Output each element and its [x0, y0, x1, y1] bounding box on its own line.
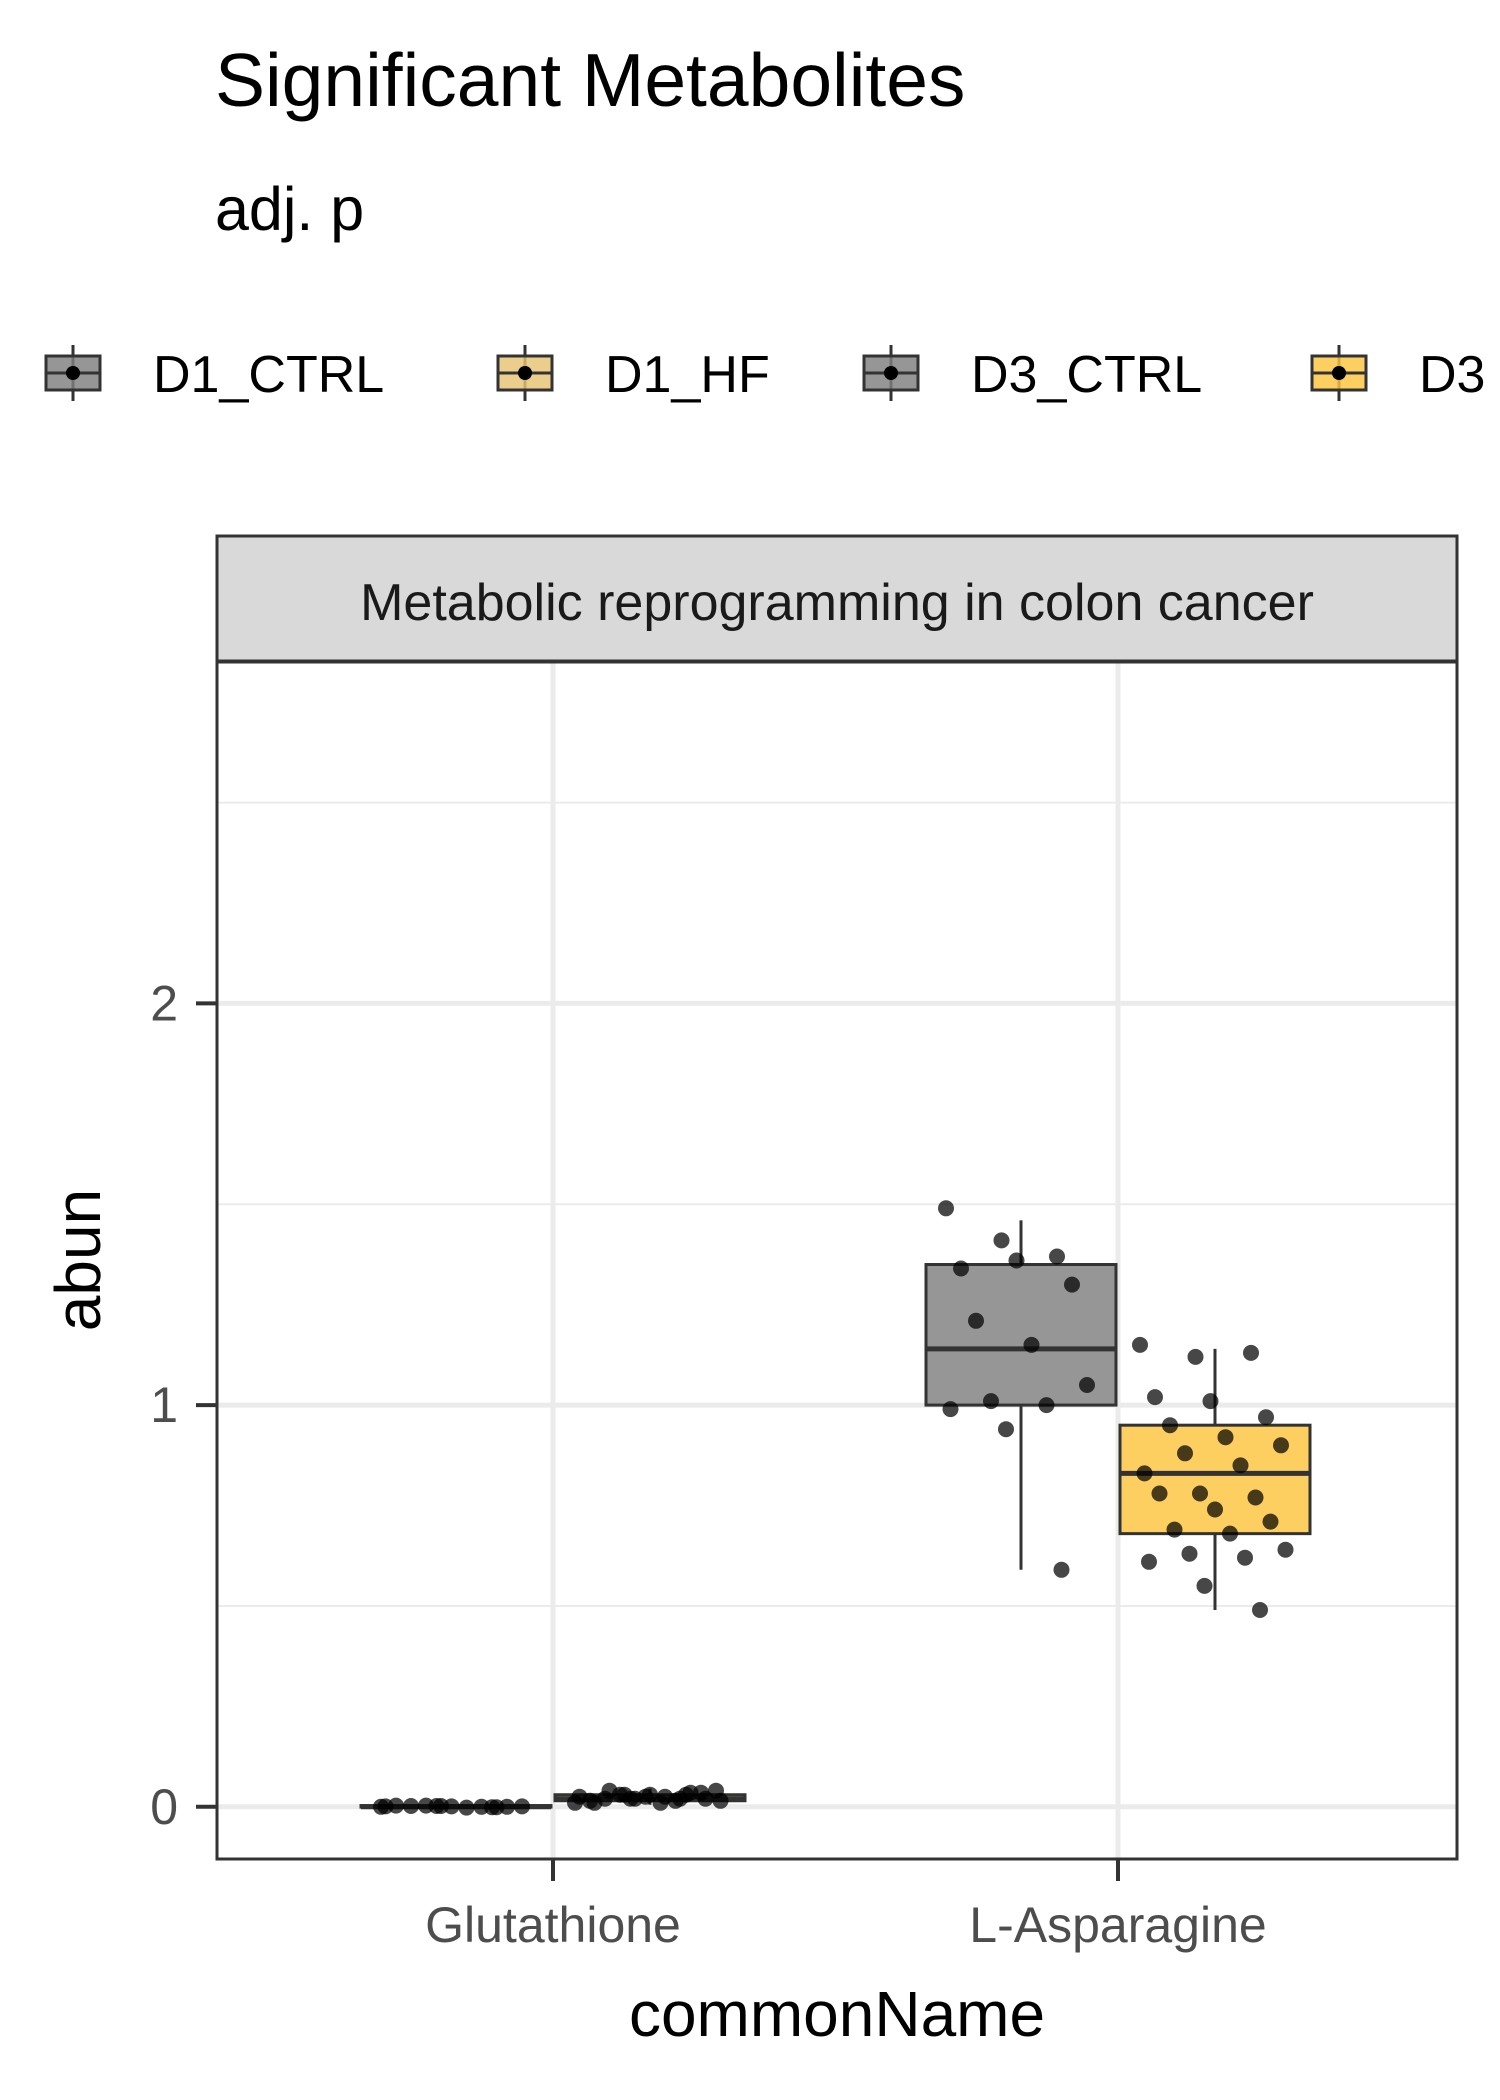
x-tick-label: L-Asparagine	[969, 1897, 1266, 1953]
y-axis-title: abun	[42, 1189, 114, 1331]
y-tick-label: 2	[150, 975, 178, 1031]
data-point	[1217, 1429, 1234, 1446]
data-point	[1079, 1377, 1095, 1393]
data-point	[968, 1312, 984, 1329]
data-point	[1262, 1513, 1279, 1530]
data-point	[1177, 1445, 1193, 1462]
data-point	[1273, 1437, 1289, 1454]
data-point	[712, 1792, 729, 1809]
data-point	[1232, 1457, 1249, 1474]
data-point	[1247, 1489, 1264, 1506]
box-l-asparagine-1	[924, 1200, 1118, 1578]
data-point	[616, 1786, 633, 1803]
data-point	[1141, 1553, 1157, 1570]
legend-label: D1_HF	[605, 346, 770, 404]
data-point	[1196, 1577, 1213, 1594]
data-point	[1252, 1602, 1268, 1618]
legend-key-point	[66, 366, 80, 380]
x-tick-label: Glutathione	[425, 1897, 681, 1953]
y-tick-label: 0	[150, 1779, 178, 1835]
panel-border	[215, 660, 1459, 1861]
grid	[217, 662, 1457, 1859]
data-point	[377, 1798, 394, 1815]
legend: D1_CTRL D1_HF D3_CTRL D3	[44, 345, 1485, 404]
data-point	[1181, 1545, 1198, 1562]
box-glutathione-2	[553, 1782, 747, 1811]
box-l-asparagine-2	[1118, 1336, 1312, 1618]
data-point	[697, 1790, 714, 1807]
data-point	[983, 1393, 999, 1410]
data-point	[1166, 1521, 1183, 1538]
data-point	[1187, 1348, 1204, 1365]
data-point	[1258, 1409, 1274, 1426]
data-point	[993, 1232, 1010, 1249]
data-point	[1049, 1248, 1065, 1265]
data-point	[514, 1798, 530, 1815]
data-point	[1064, 1276, 1080, 1293]
legend-key-point	[1332, 366, 1346, 380]
data-point	[1207, 1501, 1223, 1518]
data-point	[473, 1798, 490, 1815]
chart-subtitle: adj. p	[215, 175, 364, 243]
data-point	[418, 1797, 434, 1814]
data-point	[1162, 1417, 1178, 1434]
data-point	[672, 1790, 688, 1807]
data-point	[1237, 1549, 1253, 1566]
y-axis: 0 1 2	[150, 975, 217, 1835]
data-point	[1151, 1485, 1168, 1502]
data-point	[1132, 1336, 1148, 1353]
data-point	[1023, 1336, 1040, 1353]
chart-title: Significant Metabolites	[215, 38, 965, 122]
data-point	[1053, 1561, 1070, 1578]
legend-item-d3: D3	[1310, 345, 1485, 404]
legend-key-point	[518, 366, 532, 380]
x-axis-title: commonName	[629, 1978, 1045, 2050]
data-point	[998, 1421, 1014, 1438]
data-point	[488, 1799, 505, 1816]
x-axis: Glutathione L-Asparagine	[425, 1859, 1267, 1953]
data-point	[601, 1782, 618, 1799]
data-point	[1192, 1485, 1208, 1502]
data-point	[1008, 1252, 1025, 1269]
legend-item-d1-ctrl: D1_CTRL	[44, 345, 384, 404]
data-point	[458, 1799, 475, 1816]
y-tick-label: 1	[150, 1377, 178, 1433]
data-point	[642, 1786, 658, 1803]
box-glutathione-1	[359, 1797, 553, 1816]
facet-strip	[215, 534, 1459, 664]
facet-label: Metabolic reprogramming in colon cancer	[360, 574, 1314, 632]
data-point	[1243, 1344, 1259, 1361]
data-point	[953, 1260, 969, 1277]
data-point	[938, 1200, 954, 1217]
panel-background	[217, 662, 1457, 1859]
data-point	[1038, 1397, 1055, 1414]
legend-label: D3	[1419, 346, 1485, 404]
legend-item-d1-hf: D1_HF	[496, 345, 770, 404]
plot-panel	[215, 660, 1459, 1861]
data-point	[586, 1794, 603, 1811]
legend-item-d3-ctrl: D3_CTRL	[862, 345, 1202, 404]
data-point	[433, 1798, 449, 1814]
data-point	[942, 1401, 959, 1418]
data-point	[571, 1788, 588, 1805]
data-point	[657, 1788, 673, 1805]
boxes	[359, 1200, 1312, 1816]
data-point	[1202, 1393, 1219, 1410]
data-point	[1147, 1389, 1163, 1406]
legend-label: D3_CTRL	[971, 346, 1202, 404]
legend-key-point	[884, 366, 898, 380]
data-point	[1136, 1465, 1153, 1482]
data-point	[1222, 1525, 1238, 1542]
legend-label: D1_CTRL	[153, 346, 384, 404]
data-point	[403, 1798, 419, 1814]
data-point	[1277, 1541, 1294, 1558]
